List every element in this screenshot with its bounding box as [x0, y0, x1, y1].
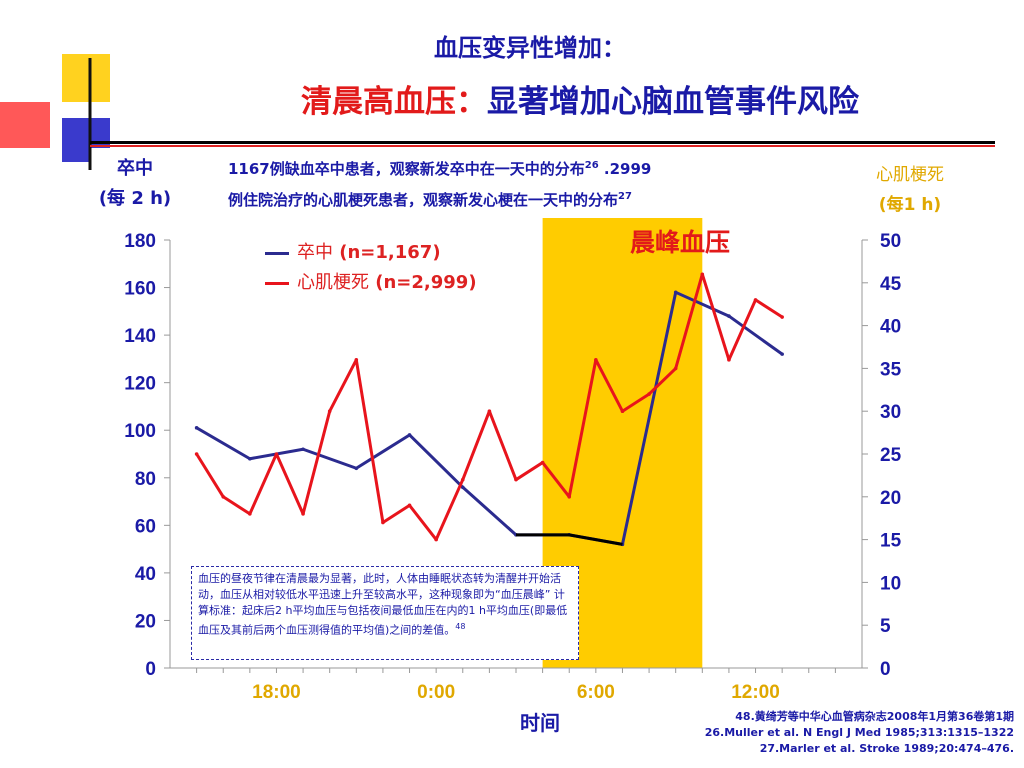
decorative-blocks	[0, 54, 110, 170]
data-point-mi	[727, 358, 731, 362]
legend-label-mi-count: (n=2,999)	[369, 272, 477, 293]
red-block	[0, 102, 50, 148]
title-divider-red	[90, 145, 995, 147]
data-point-mi	[327, 409, 332, 414]
data-point-stroke	[673, 290, 678, 295]
data-point-mi	[514, 477, 518, 482]
blue-block-small	[62, 148, 90, 162]
data-point-mi	[248, 512, 252, 516]
data-point-mi	[274, 452, 279, 456]
left-axis-title-line2: (每 2 h)	[98, 188, 172, 209]
description-ref-27: 27	[618, 191, 632, 202]
data-point-mi	[354, 358, 359, 362]
data-point-stroke	[248, 456, 252, 461]
data-point-mi	[647, 392, 651, 396]
reference-27: 27.Marler et al. Stroke 1989;20:474–476.	[759, 742, 1014, 755]
reference-48: 48.黄绮芳等中华心血管病杂志2008年1月第36卷第1期	[735, 710, 1014, 723]
right-tick-label: 45	[880, 274, 902, 295]
yellow-block	[62, 54, 110, 102]
data-point-stroke	[301, 447, 305, 452]
right-tick-label: 0	[880, 659, 891, 680]
data-point-mi	[460, 477, 465, 482]
title-divider	[90, 141, 995, 144]
page-title: 清晨高血压：显著增加心脑血管事件风险	[160, 76, 1000, 121]
note-text: 血压的昼夜节律在清晨最为显著，此时，人体由睡眠状态转为清醒并开始活动，血压从相对…	[198, 572, 568, 637]
data-point-mi	[594, 358, 598, 362]
legend-label-mi-cn: 心肌梗死	[297, 272, 369, 293]
left-tick-label: 160	[124, 279, 156, 300]
page-title-blue: 显著增加心脑血管事件风险	[487, 84, 859, 120]
series-line-stroke-band-segment	[516, 533, 623, 546]
right-tick-label: 5	[880, 616, 891, 637]
legend-swatch-stroke	[265, 251, 289, 255]
description-line2: 例住院治疗的心肌梗死患者，观察新发心梗在一天中的分布	[228, 191, 619, 209]
morning-surge-note: 血压的昼夜节律在清晨最为显著，此时，人体由睡眠状态转为清醒并开始活动，血压从相对…	[191, 566, 579, 660]
data-point-mi	[407, 503, 412, 508]
right-axis-title: 心肌梗死 (每1 h)	[850, 160, 970, 220]
data-point-mi	[780, 315, 784, 319]
left-tick-label: 180	[124, 231, 156, 252]
right-tick-label: 25	[880, 445, 902, 466]
description-line1-tail: .2999	[598, 160, 652, 178]
data-point-mi	[221, 495, 226, 499]
right-tick-label: 40	[880, 317, 901, 338]
legend-item-stroke: 卒中 (n=1,167)	[265, 238, 441, 264]
x-tick-label: 0:00	[417, 682, 455, 703]
references: 48.黄绮芳等中华心血管病杂志2008年1月第36卷第1期 26.Muller …	[600, 709, 1014, 757]
note-ref: 48	[455, 622, 466, 631]
x-tick-label: 18:00	[252, 682, 301, 703]
page-title-red: 清晨高血压：	[301, 84, 487, 120]
left-axis-title-line1: 卒中	[117, 158, 153, 179]
data-point-mi	[381, 520, 385, 525]
left-tick-label: 20	[135, 611, 156, 632]
right-tick-label: 20	[880, 488, 901, 509]
data-point-mi	[753, 298, 758, 302]
x-tick-label: 12:00	[731, 682, 780, 703]
legend-swatch-mi	[265, 281, 289, 285]
left-tick-label: 40	[135, 564, 156, 585]
right-axis-title-line2: (每1 h)	[878, 195, 942, 215]
x-tick-label: 6:00	[577, 682, 615, 703]
right-tick-label: 50	[880, 231, 901, 252]
data-point-stroke	[354, 466, 359, 471]
data-point-stroke	[780, 352, 784, 356]
data-point-mi	[301, 512, 305, 516]
legend-label-stroke-count: (n=1,167)	[333, 242, 441, 263]
data-point-stroke	[194, 426, 199, 430]
series-line-stroke	[195, 290, 784, 546]
description-line1: 1167例缺血卒中患者，观察新发卒中在一天中的分布	[228, 160, 585, 178]
left-tick-label: 120	[124, 374, 156, 395]
left-tick-label: 60	[135, 516, 156, 537]
data-point-mi	[567, 495, 572, 499]
left-axis-title: 卒中 (每 2 h)	[70, 154, 200, 214]
data-point-stroke	[407, 433, 412, 437]
morning-peak-label: 晨峰血压	[629, 228, 730, 257]
data-point-stroke	[727, 314, 731, 318]
description-ref-26: 26	[584, 160, 599, 171]
chart-description: 1167例缺血卒中患者，观察新发卒中在一天中的分布26 .2999 例住院治疗的…	[228, 152, 858, 214]
legend-item-mi: 心肌梗死 (n=2,999)	[265, 268, 477, 294]
data-point-stroke	[460, 485, 465, 490]
data-point-mi	[673, 366, 678, 371]
left-tick-label: 80	[135, 469, 156, 490]
data-point-mi	[620, 409, 625, 414]
data-point-mi	[700, 272, 705, 277]
right-tick-label: 30	[880, 402, 901, 423]
left-tick-label: 140	[124, 326, 156, 347]
right-axis-title-line1: 心肌梗死	[876, 165, 944, 185]
data-point-mi	[434, 537, 438, 542]
left-tick-label: 0	[145, 659, 156, 680]
right-tick-label: 35	[880, 359, 902, 380]
data-point-mi	[540, 460, 545, 465]
data-point-mi	[194, 452, 199, 456]
right-tick-label: 10	[880, 573, 901, 594]
data-point-mi	[487, 409, 492, 414]
page-subtitle: 血压变异性增加：	[434, 34, 626, 62]
left-tick-label: 100	[124, 421, 156, 442]
reference-26: 26.Muller et al. N Engl J Med 1985;313:1…	[704, 726, 1014, 739]
x-axis-title: 时间	[520, 711, 560, 735]
legend-label-stroke-cn: 卒中	[297, 242, 333, 263]
right-tick-label: 15	[880, 531, 902, 552]
